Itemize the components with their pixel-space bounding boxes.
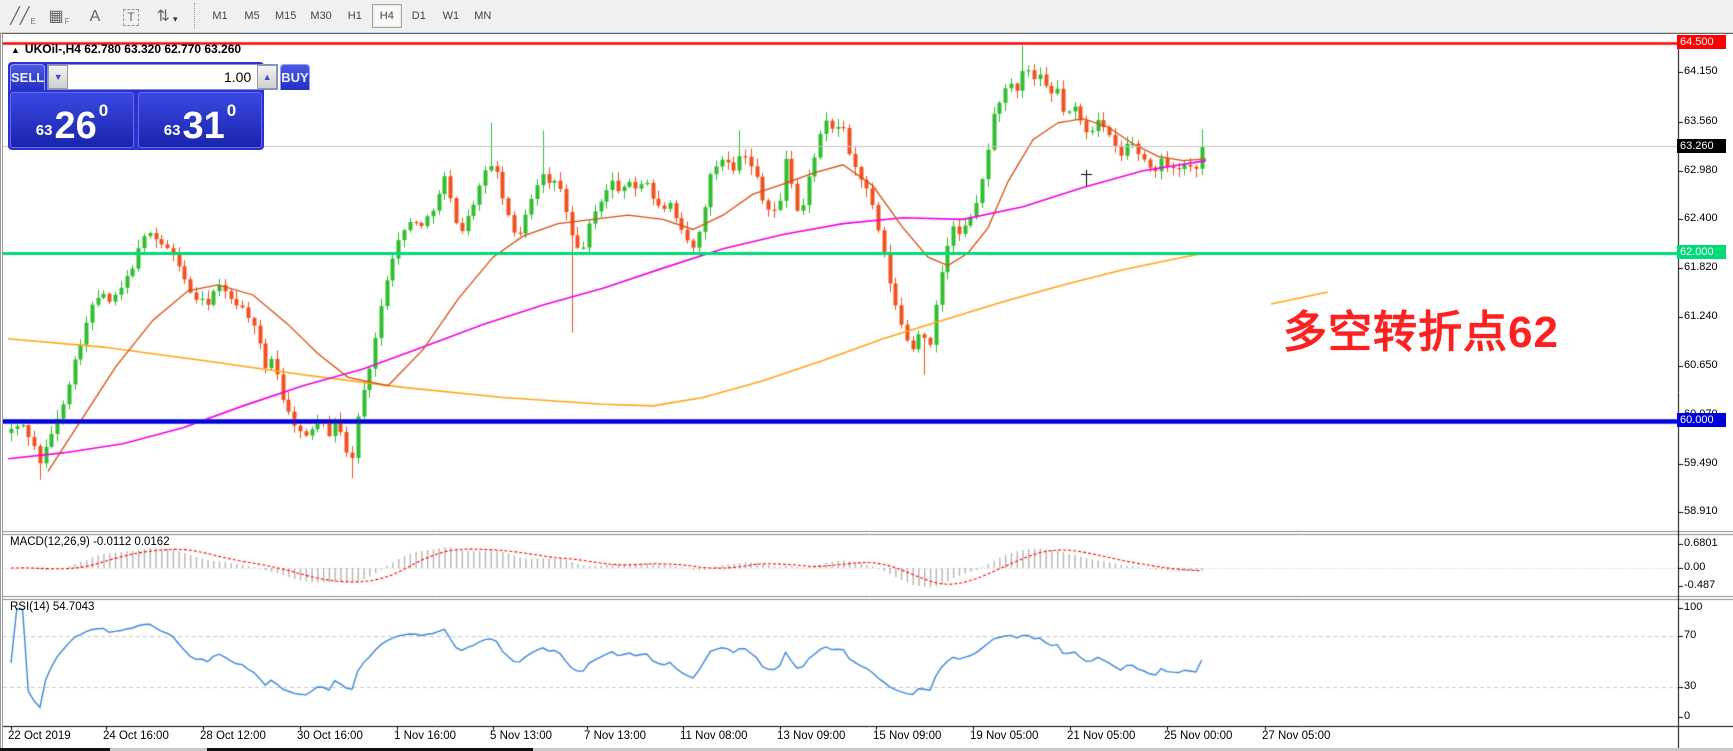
time-tick-label: 11 Nov 08:00 (680, 730, 748, 742)
indicator-axis-label: 0.00 (1684, 561, 1706, 573)
time-tick-label: 28 Oct 12:00 (200, 730, 266, 742)
timeframe-button-h4[interactable]: H4 (371, 4, 402, 28)
time-tick-label: 24 Oct 16:00 (103, 730, 169, 742)
toolbar-separator (194, 3, 195, 29)
price-tick-label: 64.150 (1684, 65, 1718, 77)
timeframe-button-m30[interactable]: M30 (310, 10, 332, 22)
chart-plot-canvas[interactable] (3, 34, 1733, 751)
bottom-strip-segment (207, 748, 533, 751)
sell-price-button[interactable]: 63 26 0 (10, 92, 134, 148)
indicator-axis-label: 0 (1684, 710, 1691, 722)
indicator-axis-label: 100 (1684, 601, 1703, 613)
collapse-panel-icon[interactable]: ▲ (11, 45, 20, 55)
buy-price-big: 31 (182, 105, 225, 147)
text-label-tool-icon[interactable]: A (89, 8, 101, 25)
sell-price-sup: 0 (98, 101, 109, 120)
volume-increase-button[interactable]: ▲ (257, 65, 278, 89)
timeframe-button-mn[interactable]: MN (474, 10, 492, 22)
channel-tool-icon[interactable]: ╱╱ E (10, 8, 36, 26)
text-box-tool-icon[interactable]: T (116, 3, 146, 29)
indicator-axis-label: 30 (1684, 680, 1697, 692)
bottom-strip-segment (0, 748, 110, 751)
price-tick-label: 58.910 (1684, 505, 1718, 517)
timeframe-button-d1[interactable]: D1 (411, 10, 426, 22)
buy-price-base: 63 (163, 122, 181, 139)
sell-price-base: 63 (35, 122, 53, 139)
price-level-label: 63.260 (1677, 139, 1726, 153)
indicator-axis-label: 0.6801 (1684, 537, 1718, 549)
time-tick-label: 15 Nov 09:00 (873, 730, 942, 742)
time-tick-label: 27 Nov 05:00 (1262, 730, 1331, 742)
symbol-ohlc-text: UKOil-,H4 62.780 63.320 62.770 63.260 (24, 42, 242, 56)
time-tick-label: 19 Nov 05:00 (970, 730, 1039, 742)
price-tick-label: 62.980 (1684, 164, 1718, 176)
price-level-label: 62.000 (1677, 245, 1726, 259)
macd-indicator-label: MACD(12,26,9) -0.0112 0.0162 (10, 536, 170, 548)
buy-button[interactable]: BUY (280, 64, 310, 90)
price-tick-label: 61.240 (1684, 310, 1718, 322)
time-tick-label: 7 Nov 13:00 (584, 730, 647, 742)
timeframe-button-m1[interactable]: M1 (212, 10, 228, 22)
price-tick-label: 62.400 (1684, 212, 1718, 224)
chart-text-annotation: 多空转折点62 (1283, 308, 1559, 357)
time-tick-label: 25 Nov 00:00 (1164, 730, 1233, 742)
rsi-indicator-label: RSI(14) 54.7043 (10, 601, 95, 613)
time-tick-label: 13 Nov 09:00 (777, 730, 846, 742)
timeframe-group: M1 M5 M15 M30 H1 H4 D1 W1 MN (205, 4, 500, 28)
volume-input[interactable] (68, 65, 258, 89)
price-level-label: 64.500 (1677, 35, 1726, 49)
volume-decrease-button[interactable]: ▼ (48, 65, 69, 89)
time-tick-label: 5 Nov 13:00 (490, 730, 553, 742)
timeframe-button-w1[interactable]: W1 (442, 10, 460, 22)
indicator-axis-label: 70 (1684, 629, 1697, 641)
buy-price-sup: 0 (226, 101, 237, 120)
bottom-strip (0, 748, 1733, 751)
chart-title: ▲ UKOil-,H4 62.780 63.320 62.770 63.260 (11, 42, 241, 56)
volume-stepper: ▼ ▲ (47, 64, 279, 90)
time-tick-label: 22 Oct 2019 (8, 730, 71, 742)
top-toolbar: ╱╱ E ▦ F A T ⇅ ▾ M1 M5 M15 M30 H1 H4 D1 W1 MN (0, 0, 1733, 33)
sell-button[interactable]: SELL (10, 64, 46, 90)
time-tick-label: 1 Nov 16:00 (394, 730, 457, 742)
fibonacci-tool-icon[interactable]: ▦ F (48, 8, 70, 26)
arrows-tool-icon[interactable]: ⇅ ▾ (156, 8, 178, 25)
sell-price-big: 26 (54, 105, 97, 147)
timeframe-button-h1[interactable]: H1 (347, 10, 362, 22)
price-tick-label: 63.560 (1684, 115, 1718, 127)
buy-price-button[interactable]: 63 31 0 (138, 92, 262, 148)
price-tick-label: 61.820 (1684, 261, 1718, 273)
time-tick-label: 21 Nov 05:00 (1067, 730, 1136, 742)
indicator-axis-label: -0.487 (1684, 579, 1716, 591)
price-level-label: 60.000 (1677, 413, 1726, 427)
drawing-tools-group: ╱╱ E ▦ F A T ⇅ ▾ (8, 3, 188, 29)
timeframe-button-m15[interactable]: M15 (275, 10, 297, 22)
timeframe-button-m5[interactable]: M5 (244, 10, 260, 22)
chart-window (0, 33, 1733, 751)
time-tick-label: 30 Oct 16:00 (297, 730, 363, 742)
price-tick-label: 59.490 (1684, 457, 1718, 469)
price-tick-label: 60.650 (1684, 359, 1718, 371)
